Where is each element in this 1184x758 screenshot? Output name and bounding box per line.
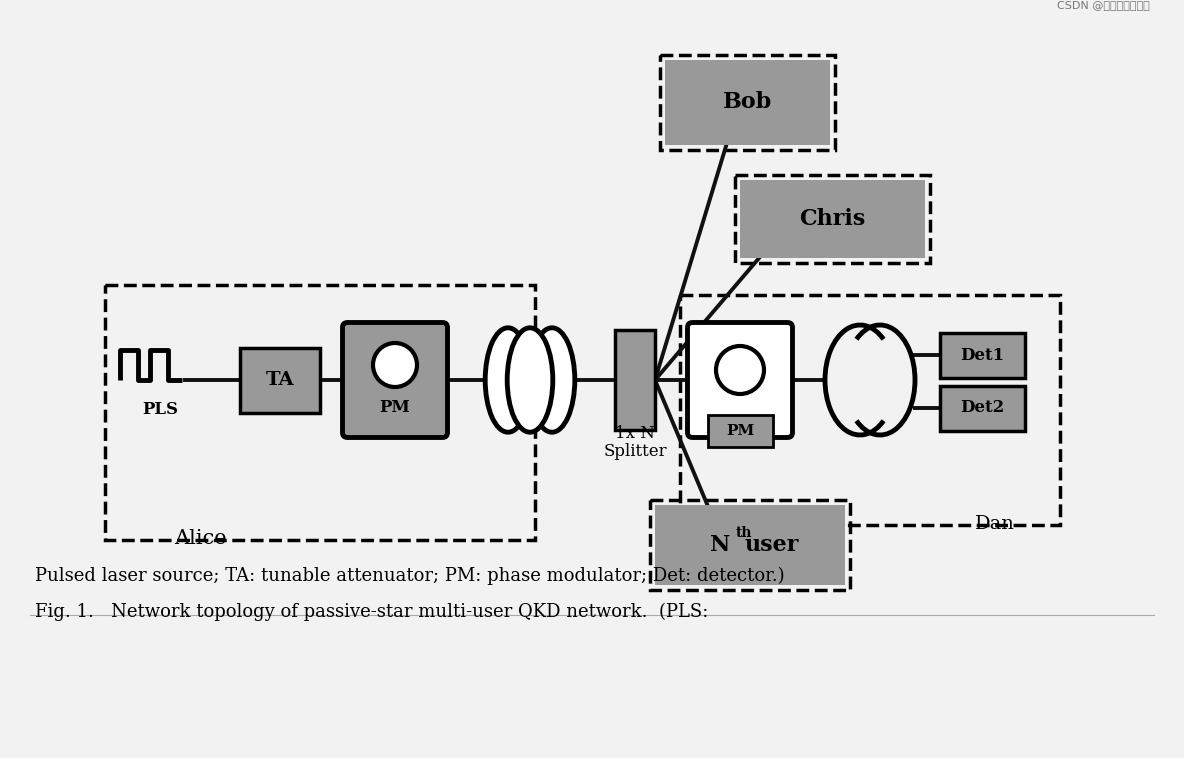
Text: Dan: Dan [976,515,1015,533]
Bar [650,500,850,590]
Text: PM: PM [380,399,411,416]
Bar [665,60,830,145]
Text: th: th [736,526,753,540]
Ellipse shape [485,327,530,432]
Bar [105,285,535,540]
Bar [659,55,835,150]
Bar [735,175,929,263]
Bar [940,386,1025,431]
Bar [740,180,925,258]
Bar [708,415,772,447]
Text: Pulsed laser source; TA: tunable attenuator; PM: phase modulator; Det: detector.: Pulsed laser source; TA: tunable attenua… [36,567,785,585]
Text: Chris: Chris [799,208,866,230]
Bar [240,347,320,412]
Text: Bob: Bob [723,92,772,114]
Bar [655,505,845,585]
Text: PM: PM [726,424,754,438]
Text: Splitter: Splitter [603,443,667,460]
Text: TA: TA [265,371,295,389]
Bar [614,330,655,430]
Bar [680,295,1060,525]
FancyBboxPatch shape [688,322,792,437]
Text: user: user [745,534,799,556]
Text: 1x N: 1x N [614,425,655,442]
Text: Det2: Det2 [960,399,1005,416]
Bar [940,333,1025,377]
Text: Fig. 1.   Network topology of passive-star multi-user QKD network.  (PLS:: Fig. 1. Network topology of passive-star… [36,603,708,622]
Text: Alice: Alice [174,529,226,548]
Text: PLS: PLS [142,401,178,418]
Text: N: N [709,534,731,556]
FancyBboxPatch shape [342,322,448,437]
Ellipse shape [529,327,574,432]
Circle shape [373,343,417,387]
Text: Det1: Det1 [960,346,1004,364]
Circle shape [716,346,764,394]
Ellipse shape [507,327,553,432]
Text: CSDN @关于量子的一切: CSDN @关于量子的一切 [1057,0,1150,10]
